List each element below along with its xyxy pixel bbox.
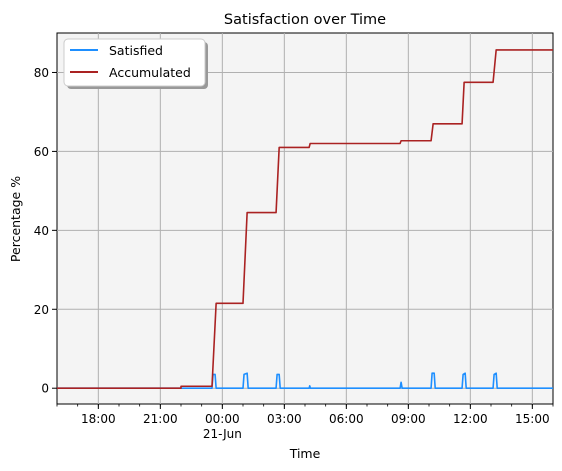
x-tick-label: 15:00 [515,412,550,426]
y-tick-label: 20 [34,303,49,317]
series-group [57,49,553,390]
x-tick-label: 06:00 [329,412,364,426]
x-axis-label: Time [289,446,321,461]
x-tick-label: 21:00 [143,412,178,426]
chart-title: Satisfaction over Time [224,12,386,28]
y-axis: 0 20 40 60 80 [34,66,57,396]
y-tick-label: 40 [34,224,49,238]
y-axis-label: Percentage % [8,176,23,262]
legend-box [63,38,206,87]
y-tick-label: 80 [34,66,49,80]
x-tick-label: 03:00 [267,412,302,426]
y-tick-label: 60 [34,145,49,159]
legend-label-accumulated: Accumulated [109,65,191,80]
x-tick-label: 09:00 [391,412,426,426]
x-tick-label: 12:00 [453,412,488,426]
legend: Satisfied Accumulated [63,38,208,89]
series-line-satisfied [57,372,553,390]
y-tick-label: 0 [41,382,49,396]
series-line-accumulated [57,49,553,390]
x-tick-label: 18:00 [81,412,116,426]
x-tick-label: 00:00 [205,412,240,426]
x-tick-sublabel: 21-Jun [203,427,242,441]
legend-label-satisfied: Satisfied [109,43,163,58]
